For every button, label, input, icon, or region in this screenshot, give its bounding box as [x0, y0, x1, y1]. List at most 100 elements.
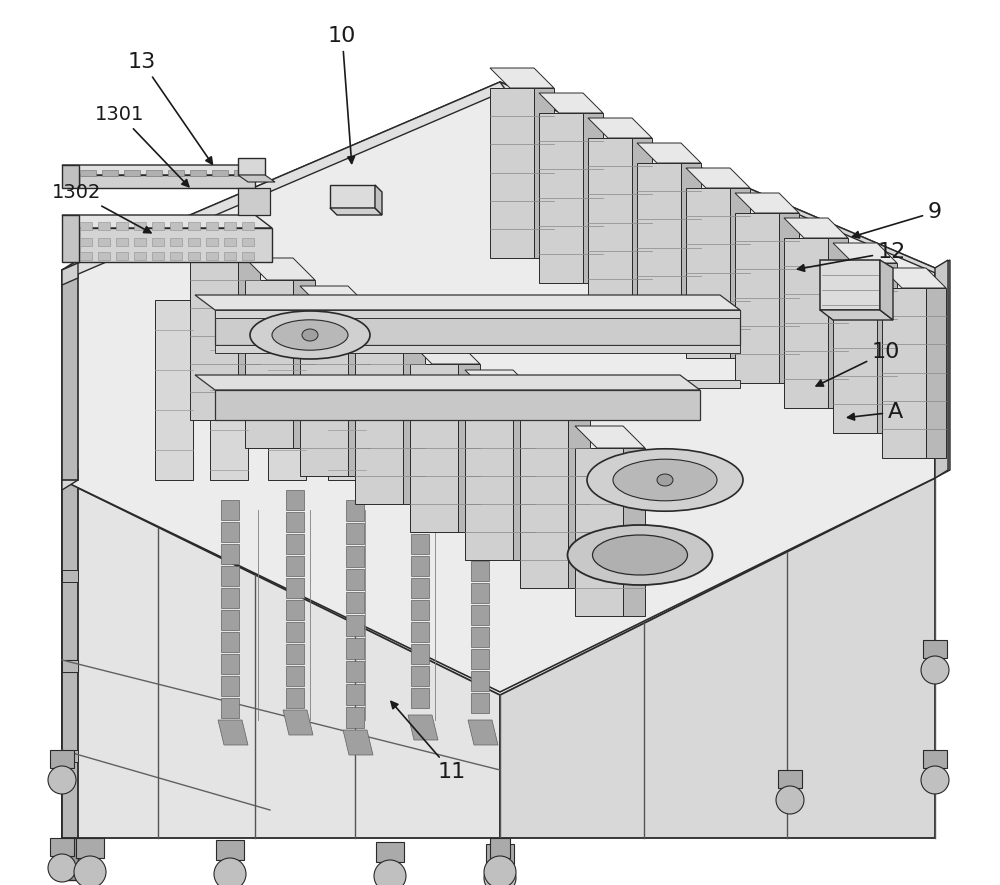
Ellipse shape: [568, 525, 712, 585]
Polygon shape: [686, 168, 750, 188]
Polygon shape: [820, 310, 893, 320]
Polygon shape: [268, 340, 306, 480]
Polygon shape: [411, 490, 429, 510]
Polygon shape: [681, 163, 701, 333]
Polygon shape: [486, 844, 514, 864]
Polygon shape: [286, 600, 304, 620]
Polygon shape: [520, 420, 568, 588]
Polygon shape: [410, 364, 458, 532]
Polygon shape: [411, 666, 429, 686]
Polygon shape: [411, 578, 429, 598]
Polygon shape: [215, 380, 740, 388]
Polygon shape: [62, 165, 255, 175]
Polygon shape: [471, 627, 489, 647]
Polygon shape: [923, 750, 947, 768]
Polygon shape: [221, 522, 239, 542]
Polygon shape: [242, 238, 254, 246]
Polygon shape: [490, 88, 534, 258]
Polygon shape: [124, 170, 140, 176]
Polygon shape: [411, 644, 429, 664]
Polygon shape: [293, 280, 315, 448]
Polygon shape: [926, 288, 946, 458]
Polygon shape: [212, 170, 228, 176]
Polygon shape: [575, 448, 623, 616]
Polygon shape: [471, 693, 489, 713]
Text: 10: 10: [328, 26, 356, 164]
Polygon shape: [116, 252, 128, 260]
Polygon shape: [215, 310, 740, 345]
Polygon shape: [286, 688, 304, 708]
Polygon shape: [468, 720, 498, 745]
Polygon shape: [190, 252, 238, 420]
Polygon shape: [471, 583, 489, 603]
Polygon shape: [62, 660, 78, 672]
Polygon shape: [520, 398, 590, 420]
Polygon shape: [215, 310, 740, 318]
Polygon shape: [346, 615, 364, 636]
Polygon shape: [923, 640, 947, 658]
Polygon shape: [513, 392, 535, 560]
Polygon shape: [62, 263, 78, 285]
Polygon shape: [458, 364, 480, 532]
Polygon shape: [286, 490, 304, 510]
Polygon shape: [376, 842, 404, 862]
Polygon shape: [490, 838, 510, 858]
Polygon shape: [245, 280, 293, 448]
Polygon shape: [62, 480, 500, 838]
Polygon shape: [471, 495, 489, 515]
Polygon shape: [242, 252, 254, 260]
Polygon shape: [238, 188, 270, 215]
Polygon shape: [170, 252, 182, 260]
Polygon shape: [346, 707, 364, 728]
Polygon shape: [50, 750, 74, 768]
Polygon shape: [471, 649, 489, 669]
Polygon shape: [411, 512, 429, 532]
Polygon shape: [882, 268, 946, 288]
Polygon shape: [238, 158, 265, 175]
Polygon shape: [411, 534, 429, 554]
Polygon shape: [190, 230, 260, 252]
Polygon shape: [134, 252, 146, 260]
Polygon shape: [62, 660, 78, 672]
Ellipse shape: [613, 459, 717, 501]
Polygon shape: [195, 295, 740, 310]
Polygon shape: [238, 252, 260, 420]
Polygon shape: [408, 715, 438, 740]
Polygon shape: [490, 68, 554, 88]
Circle shape: [74, 856, 106, 885]
Polygon shape: [471, 517, 489, 537]
Polygon shape: [190, 170, 206, 176]
Circle shape: [374, 860, 406, 885]
Circle shape: [921, 656, 949, 684]
Polygon shape: [221, 698, 239, 718]
Polygon shape: [152, 252, 164, 260]
Polygon shape: [346, 569, 364, 590]
Polygon shape: [935, 260, 948, 478]
Polygon shape: [216, 840, 244, 860]
Polygon shape: [286, 556, 304, 576]
Polygon shape: [206, 222, 218, 230]
Polygon shape: [346, 523, 364, 544]
Polygon shape: [632, 138, 652, 308]
Polygon shape: [534, 88, 554, 258]
Polygon shape: [735, 193, 799, 213]
Polygon shape: [343, 730, 373, 755]
Ellipse shape: [250, 311, 370, 359]
Polygon shape: [195, 375, 700, 390]
Polygon shape: [828, 238, 848, 408]
Polygon shape: [471, 539, 489, 559]
Text: 9: 9: [852, 202, 942, 238]
Polygon shape: [62, 260, 78, 480]
Text: A: A: [848, 402, 903, 422]
Polygon shape: [403, 336, 425, 504]
Polygon shape: [355, 336, 403, 504]
Polygon shape: [221, 610, 239, 630]
Polygon shape: [80, 170, 96, 176]
Polygon shape: [245, 258, 315, 280]
Polygon shape: [300, 286, 370, 308]
Polygon shape: [877, 263, 897, 433]
Polygon shape: [588, 118, 652, 138]
Polygon shape: [820, 260, 880, 310]
Polygon shape: [355, 314, 425, 336]
Polygon shape: [170, 238, 182, 246]
